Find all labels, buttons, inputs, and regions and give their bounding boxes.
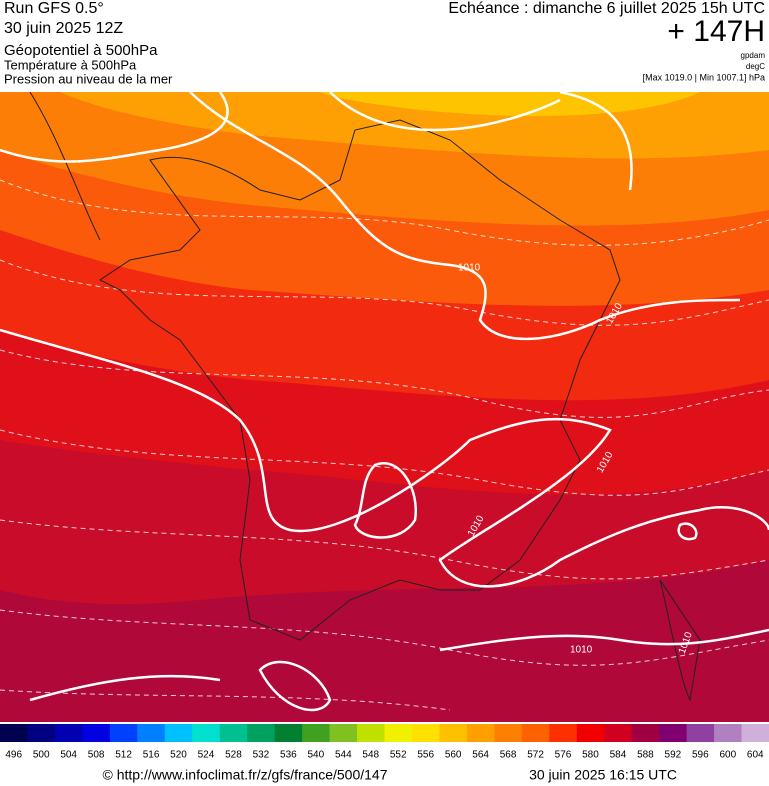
scale-label: 584 bbox=[610, 750, 627, 761]
scale-label: 524 bbox=[198, 750, 215, 761]
color-swatch bbox=[604, 724, 633, 742]
scale-label: 528 bbox=[225, 750, 242, 761]
color-swatch bbox=[439, 724, 468, 742]
color-swatch bbox=[192, 724, 221, 742]
scale-label: 512 bbox=[115, 750, 132, 761]
color-swatch bbox=[54, 724, 83, 742]
source-url: © http://www.infoclimat.fr/z/gfs/france/… bbox=[103, 767, 388, 783]
scale-label: 552 bbox=[390, 750, 407, 761]
color-swatch bbox=[164, 724, 193, 742]
scale-label: 536 bbox=[280, 750, 297, 761]
color-swatch bbox=[219, 724, 248, 742]
scale-label: 500 bbox=[33, 750, 50, 761]
scale-label: 540 bbox=[307, 750, 324, 761]
color-swatch bbox=[714, 724, 743, 742]
temperature-isotherms bbox=[0, 179, 769, 711]
field: Géopotentiel à 500hPa bbox=[4, 42, 158, 59]
generated-time: 30 juin 2025 16:15 UTC bbox=[529, 767, 677, 783]
color-swatch bbox=[82, 724, 111, 742]
color-swatch bbox=[521, 724, 550, 742]
pressure-range: [Max 1019.0 | Min 1007.1] hPa bbox=[643, 72, 765, 82]
scale-label: 516 bbox=[143, 750, 160, 761]
color-swatch bbox=[384, 724, 413, 742]
color-scale: 496 500 504 508 512 516 520 524 528 532 536 540 544 5… bbox=[0, 724, 769, 761]
coastline-france bbox=[99, 119, 621, 641]
header: Run GFS 0.5° 30 juin 2025 12Z Géopotenti… bbox=[4, 0, 765, 86]
scale-label: 504 bbox=[60, 750, 77, 761]
scale-label: 600 bbox=[719, 750, 736, 761]
contour-label: 1010 bbox=[458, 263, 481, 274]
run: Run GFS 0.5° bbox=[4, 0, 104, 17]
color-swatch bbox=[357, 724, 385, 742]
color-swatch bbox=[27, 724, 56, 742]
color-swatch bbox=[109, 724, 138, 742]
lead-time: + 147H bbox=[667, 15, 765, 48]
color-swatch bbox=[274, 724, 303, 742]
valid-time: Echéance : dimanche 6 juillet 2025 15h U… bbox=[448, 0, 765, 17]
scale-label: 588 bbox=[637, 750, 654, 761]
run-date: 30 juin 2025 12Z bbox=[4, 20, 123, 37]
isobar bbox=[0, 328, 769, 712]
color-swatch bbox=[411, 724, 440, 742]
color-swatch bbox=[247, 724, 276, 742]
color-swatch bbox=[302, 724, 331, 742]
coastline bbox=[29, 91, 701, 702]
unit: gpdam bbox=[741, 51, 766, 60]
color-swatch bbox=[631, 724, 660, 742]
field: Température à 500hPa bbox=[4, 57, 137, 72]
scale-label: 580 bbox=[582, 750, 599, 761]
scale-label: 568 bbox=[500, 750, 517, 761]
color-swatch bbox=[137, 724, 166, 742]
scale-label: 556 bbox=[417, 750, 434, 761]
color-swatch bbox=[0, 724, 28, 742]
color-swatch bbox=[576, 724, 605, 742]
unit: degC bbox=[746, 62, 765, 71]
map: 1010 1010 1010 1010 1010 1010 bbox=[0, 90, 769, 722]
scale-label: 596 bbox=[692, 750, 709, 761]
contour-label: 1010 bbox=[570, 645, 593, 656]
scale-label: 520 bbox=[170, 750, 187, 761]
field: Pression au niveau de la mer bbox=[4, 71, 173, 86]
scale-label: 592 bbox=[665, 750, 682, 761]
color-swatch bbox=[329, 724, 358, 742]
isobar bbox=[0, 90, 741, 341]
color-swatch bbox=[549, 724, 578, 742]
color-swatch bbox=[686, 724, 715, 742]
color-swatch bbox=[741, 724, 769, 742]
scale-label: 544 bbox=[335, 750, 352, 761]
color-swatch bbox=[659, 724, 688, 742]
scale-label: 508 bbox=[88, 750, 105, 761]
scale-label: 564 bbox=[472, 750, 489, 761]
color-swatch bbox=[494, 724, 523, 742]
scale-label: 548 bbox=[362, 750, 379, 761]
scale-label: 496 bbox=[5, 750, 22, 761]
scale-label: 560 bbox=[445, 750, 462, 761]
scale-label: 604 bbox=[747, 750, 764, 761]
color-swatch bbox=[466, 724, 495, 742]
scale-label: 572 bbox=[527, 750, 544, 761]
scale-label: 532 bbox=[253, 750, 270, 761]
scale-label: 576 bbox=[555, 750, 572, 761]
